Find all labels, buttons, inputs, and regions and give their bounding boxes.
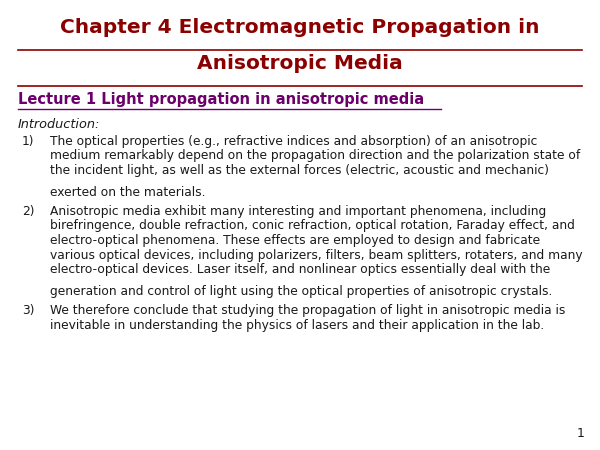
Text: 1: 1 bbox=[577, 427, 585, 440]
Text: medium remarkably depend on the propagation direction and the polarization state: medium remarkably depend on the propagat… bbox=[50, 149, 580, 162]
Text: Anisotropic Media: Anisotropic Media bbox=[197, 54, 403, 73]
Text: generation and control of light using the optical properties of anisotropic crys: generation and control of light using th… bbox=[50, 285, 553, 298]
Text: 1): 1) bbox=[22, 135, 35, 148]
Text: electro-optical devices. Laser itself, and nonlinear optics essentially deal wit: electro-optical devices. Laser itself, a… bbox=[50, 263, 550, 276]
Text: 2): 2) bbox=[22, 205, 35, 218]
Text: The optical properties (e.g., refractive indices and absorption) of an anisotrop: The optical properties (e.g., refractive… bbox=[50, 135, 538, 148]
Text: inevitable in understanding the physics of lasers and their application in the l: inevitable in understanding the physics … bbox=[50, 319, 544, 332]
Text: Introduction:: Introduction: bbox=[18, 118, 100, 131]
Text: birefringence, double refraction, conic refraction, optical rotation, Faraday ef: birefringence, double refraction, conic … bbox=[50, 220, 575, 233]
Text: various optical devices, including polarizers, filters, beam splitters, rotaters: various optical devices, including polar… bbox=[50, 248, 583, 261]
Text: electro-optical phenomena. These effects are employed to design and fabricate: electro-optical phenomena. These effects… bbox=[50, 234, 540, 247]
Text: Chapter 4 Electromagnetic Propagation in: Chapter 4 Electromagnetic Propagation in bbox=[60, 18, 540, 37]
Text: Anisotropic media exhibit many interesting and important phenomena, including: Anisotropic media exhibit many interesti… bbox=[50, 205, 546, 218]
Text: exerted on the materials.: exerted on the materials. bbox=[50, 186, 205, 199]
Text: the incident light, as well as the external forces (electric, acoustic and mecha: the incident light, as well as the exter… bbox=[50, 164, 549, 177]
Text: We therefore conclude that studying the propagation of light in anisotropic medi: We therefore conclude that studying the … bbox=[50, 304, 565, 317]
Text: 3): 3) bbox=[22, 304, 35, 317]
Text: Lecture 1 Light propagation in anisotropic media: Lecture 1 Light propagation in anisotrop… bbox=[18, 92, 424, 107]
